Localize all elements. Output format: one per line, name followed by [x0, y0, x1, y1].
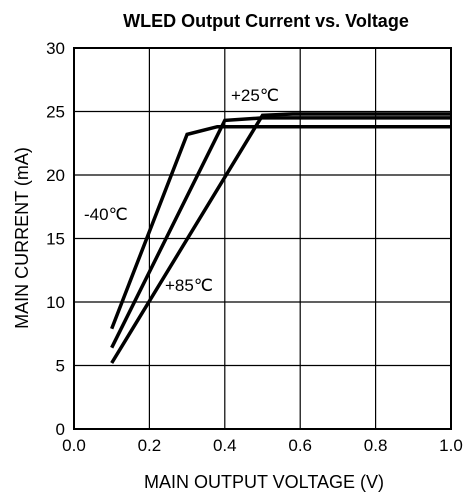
x-axis-title: MAIN OUTPUT VOLTAGE (V) [144, 472, 384, 492]
x-tick-label: 1.0 [439, 436, 463, 455]
y-tick-label: 5 [56, 357, 65, 376]
plot-area [73, 47, 452, 430]
y-tick-label: 10 [46, 293, 65, 312]
x-tick-label: 0.2 [138, 436, 162, 455]
grid [73, 47, 452, 430]
annotation-plus85: +85℃ [165, 276, 213, 295]
y-tick-label: 25 [46, 103, 65, 122]
y-axis-title: MAIN CURRENT (mA) [12, 147, 32, 329]
x-axis: 0.0 0.2 0.4 0.6 0.8 1.0 [62, 436, 463, 455]
x-tick-label: 0.0 [62, 436, 86, 455]
x-tick-label: 0.4 [213, 436, 237, 455]
series-line-1 [110, 116, 451, 349]
y-tick-label: 30 [46, 39, 65, 58]
x-tick-label: 0.8 [364, 436, 388, 455]
y-axis: 0 5 10 15 20 25 30 [46, 39, 65, 439]
annotation-minus40: -40℃ [84, 205, 128, 224]
series-lines [110, 112, 451, 364]
y-tick-label: 15 [46, 230, 65, 249]
chart-title: WLED Output Current vs. Voltage [123, 11, 409, 31]
series-line-2 [110, 112, 451, 364]
series-line-0 [110, 124, 451, 330]
x-tick-label: 0.6 [288, 436, 312, 455]
y-tick-label: 20 [46, 166, 65, 185]
y-tick-label: 0 [56, 420, 65, 439]
annotation-plus25: +25℃ [231, 86, 279, 105]
